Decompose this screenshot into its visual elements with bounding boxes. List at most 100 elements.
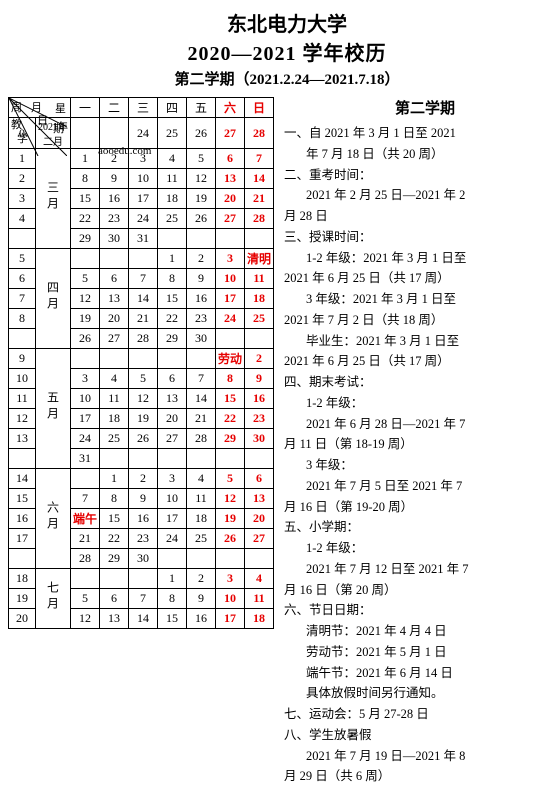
month-label: 三月 [36, 149, 71, 249]
day-cell [100, 118, 129, 149]
day-cell: 21 [129, 309, 158, 329]
day-cell: 15 [100, 509, 129, 529]
day-cell [216, 549, 245, 569]
info-line: 1-2 年级： [284, 539, 558, 558]
day-cell [129, 449, 158, 469]
day-cell: 26 [187, 209, 216, 229]
day-cell: 22 [71, 209, 100, 229]
calendar-row: 9五月劳动2 [9, 349, 274, 369]
day-cell [71, 469, 100, 489]
watermark: aooedu.com [98, 145, 151, 157]
calendar-table: 星日期教学周月一二三四五六日02021年二月24252627281三月12345… [8, 97, 274, 629]
day-cell [71, 249, 100, 269]
day-cell: 25 [158, 209, 187, 229]
day-cell: 22 [216, 409, 245, 429]
day-cell: 22 [100, 529, 129, 549]
day-cell: 29 [216, 429, 245, 449]
info-line: 2021 年 7 月 2 日（共 18 周） [284, 311, 558, 330]
day-cell: 23 [100, 209, 129, 229]
day-cell: 17 [71, 409, 100, 429]
day-cell [158, 229, 187, 249]
day-cell: 9 [100, 169, 129, 189]
diag-header: 星日期教学周月 [9, 98, 71, 118]
day-cell: 5 [71, 589, 100, 609]
day-cell: 5 [129, 369, 158, 389]
day-cell: 9 [245, 369, 274, 389]
day-cell: 6 [245, 469, 274, 489]
day-cell [100, 249, 129, 269]
day-cell: 27 [100, 329, 129, 349]
day-cell [71, 569, 100, 589]
day-cell: 18 [158, 189, 187, 209]
day-cell: 清明 [245, 249, 274, 269]
semester-subtitle: 第二学期（2021.2.24—2021.7.18） [8, 68, 558, 89]
day-cell: 10 [129, 169, 158, 189]
info-line: 具体放假时间另行通知。 [284, 684, 558, 703]
info-line: 2021 年 6 月 28 日—2021 年 7 [284, 415, 558, 434]
day-cell: 19 [71, 309, 100, 329]
info-line: 1-2 年级：2021 年 3 月 1 日至 [284, 249, 558, 268]
day-cell: 28 [245, 118, 274, 149]
day-cell: 端午 [71, 509, 100, 529]
day-cell: 31 [71, 449, 100, 469]
day-cell [129, 249, 158, 269]
calendar-panel: 星日期教学周月一二三四五六日02021年二月24252627281三月12345… [8, 97, 274, 788]
day-cell: 30 [129, 549, 158, 569]
day-cell: 3 [216, 249, 245, 269]
week-number: 19 [9, 589, 36, 609]
calendar-row: 5四月123清明 [9, 249, 274, 269]
day-cell: 24 [158, 529, 187, 549]
academic-year: 2020—2021 学年校历 [8, 37, 558, 66]
info-line: 六、节日日期： [284, 601, 558, 620]
day-cell [245, 229, 274, 249]
day-cell [158, 549, 187, 569]
day-cell: 劳动 [216, 349, 245, 369]
day-cell: 8 [158, 589, 187, 609]
day-cell [71, 349, 100, 369]
day-cell [216, 329, 245, 349]
day-cell: 4 [158, 149, 187, 169]
day-cell: 1 [158, 249, 187, 269]
day-cell: 13 [100, 289, 129, 309]
day-cell: 28 [71, 549, 100, 569]
info-line: 清明节：2021 年 4 月 4 日 [284, 622, 558, 641]
day-cell: 14 [129, 289, 158, 309]
day-cell: 17 [129, 189, 158, 209]
day-cell: 24 [129, 209, 158, 229]
day-cell: 8 [100, 489, 129, 509]
weekday-header: 五 [187, 98, 216, 118]
week-number: 9 [9, 349, 36, 369]
day-cell: 19 [216, 509, 245, 529]
day-cell: 16 [129, 509, 158, 529]
info-line: 月 16 日（第 20 周） [284, 581, 558, 600]
info-line: 2021 年 7 月 19 日—2021 年 8 [284, 747, 558, 766]
day-cell: 23 [187, 309, 216, 329]
day-cell: 4 [245, 569, 274, 589]
day-cell: 8 [71, 169, 100, 189]
day-cell: 9 [129, 489, 158, 509]
day-cell: 16 [187, 289, 216, 309]
day-cell: 24 [71, 429, 100, 449]
info-line: 月 29 日（共 6 周） [284, 767, 558, 786]
info-line: 毕业生：2021 年 3 月 1 日至 [284, 332, 558, 351]
info-line: 1-2 年级： [284, 394, 558, 413]
university-name: 东北电力大学 [8, 8, 558, 37]
info-line: 2021 年 6 月 25 日（共 17 周） [284, 269, 558, 288]
info-line: 月 28 日 [284, 207, 558, 226]
week-number: 11 [9, 389, 36, 409]
day-cell: 21 [71, 529, 100, 549]
weekday-header: 四 [158, 98, 187, 118]
day-cell: 7 [129, 269, 158, 289]
day-cell: 18 [187, 509, 216, 529]
day-cell [245, 329, 274, 349]
day-cell [216, 449, 245, 469]
day-cell: 28 [129, 329, 158, 349]
week-number: 20 [9, 609, 36, 629]
day-cell: 8 [216, 369, 245, 389]
week-number: 6 [9, 269, 36, 289]
day-cell: 20 [216, 189, 245, 209]
day-cell: 11 [100, 389, 129, 409]
day-cell: 12 [129, 389, 158, 409]
week-number: 4 [9, 209, 36, 229]
day-cell: 5 [216, 469, 245, 489]
